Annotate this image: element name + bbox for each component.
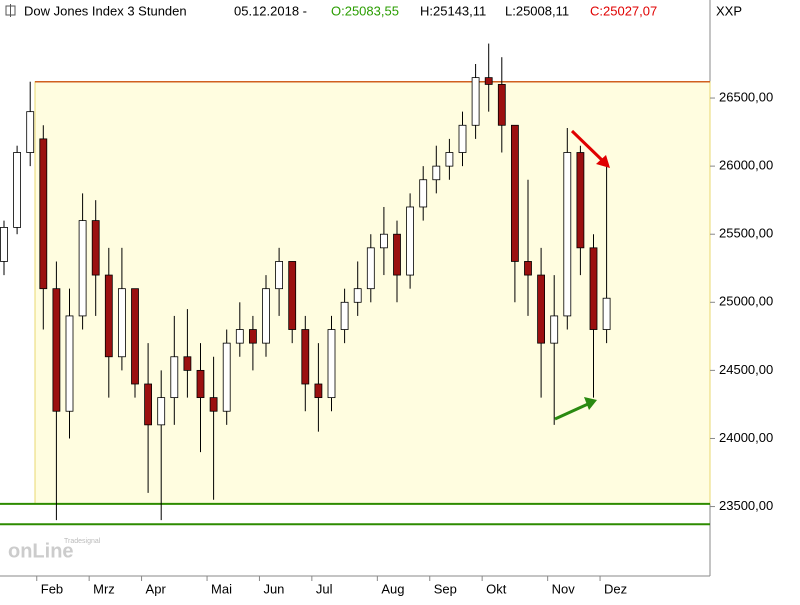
- candle-body: [314, 383, 323, 399]
- candle-body: [563, 152, 572, 317]
- candle-body: [497, 84, 506, 126]
- candle-body: [118, 288, 126, 358]
- candle-body: [91, 220, 100, 276]
- x-tick-label: Aug: [381, 581, 404, 596]
- x-tick-label: Apr: [146, 581, 167, 596]
- candle-body: [353, 288, 362, 303]
- annotation-arrow-head: [596, 155, 610, 168]
- header-high: H:25143,11: [420, 3, 486, 18]
- candle-body: [406, 206, 415, 276]
- candle-body: [537, 274, 545, 344]
- watermark: Tradesignal: [64, 538, 101, 545]
- candle-body: [550, 315, 559, 344]
- y-tick-label: 26000,00: [719, 158, 773, 173]
- candle-body: [301, 329, 310, 385]
- x-tick-label: Feb: [41, 581, 63, 596]
- candle-body: [209, 397, 218, 412]
- y-tick-label: 24500,00: [719, 362, 773, 377]
- candle-body: [26, 111, 35, 153]
- candle-body: [458, 124, 467, 153]
- candle-body: [131, 288, 139, 385]
- header-close: C:25027,07: [590, 3, 657, 18]
- candle-body: [13, 152, 22, 228]
- candle-body: [602, 297, 611, 330]
- candle-body: [484, 77, 493, 85]
- candle-body: [196, 369, 205, 399]
- candle-body: [576, 152, 585, 249]
- candle-body: [144, 383, 153, 426]
- annotation-arrow-head: [584, 397, 597, 410]
- zone: [34, 81, 711, 505]
- annotation-arrow: [554, 402, 589, 421]
- candle-body: [288, 261, 297, 330]
- x-tick-label: Jun: [263, 581, 284, 596]
- candle-body: [183, 356, 192, 371]
- candle-body: [65, 315, 74, 412]
- candle-body: [510, 124, 519, 262]
- candle-body: [432, 165, 441, 181]
- candle-body: [52, 288, 61, 412]
- candle-body: [366, 247, 375, 290]
- x-tick-label: Jul: [316, 581, 333, 596]
- x-tick-label: Mai: [211, 581, 232, 596]
- x-tick-label: Dez: [604, 581, 627, 596]
- candle-body: [222, 342, 231, 412]
- candle-body: [170, 356, 179, 399]
- candle-body: [78, 220, 87, 317]
- candle-body: [39, 138, 48, 290]
- x-tick-label: Nov: [552, 581, 576, 596]
- watermark: onLine: [8, 540, 74, 562]
- header-low: L:25008,11: [505, 3, 569, 18]
- header-title: Dow Jones Index 3 Stunden: [24, 3, 187, 18]
- annotation-arrow: [570, 129, 606, 164]
- candle-body: [589, 247, 598, 330]
- y-tick-label: 26500,00: [719, 89, 773, 104]
- x-tick-label: Sep: [434, 581, 457, 596]
- plot: [0, 43, 711, 526]
- candle-body: [471, 77, 480, 126]
- header-date: 05.12.2018 -: [234, 3, 307, 18]
- y-tick-label: 24000,00: [719, 430, 773, 445]
- candle-body: [157, 397, 166, 426]
- candle-body: [340, 301, 349, 330]
- candle-body: [0, 227, 8, 262]
- candle-body: [235, 329, 244, 344]
- symbol: XXP: [716, 3, 742, 18]
- x-tick-label: Mrz: [93, 581, 115, 596]
- candle-body: [445, 152, 454, 167]
- candle-body: [275, 261, 284, 290]
- y-tick-label: 23500,00: [719, 498, 773, 513]
- candle-body: [379, 233, 388, 249]
- candle-body: [393, 233, 401, 276]
- y-tick-label: 25000,00: [719, 294, 773, 309]
- y-tick-label: 25500,00: [719, 226, 773, 241]
- candle-body: [524, 261, 532, 276]
- candle-body: [262, 288, 270, 344]
- candle-body: [327, 329, 336, 399]
- candle-body: [104, 274, 113, 358]
- header-open: O:25083,55: [331, 3, 399, 18]
- candle-body: [419, 179, 428, 208]
- x-tick-label: Okt: [486, 581, 507, 596]
- candle-body: [248, 329, 257, 344]
